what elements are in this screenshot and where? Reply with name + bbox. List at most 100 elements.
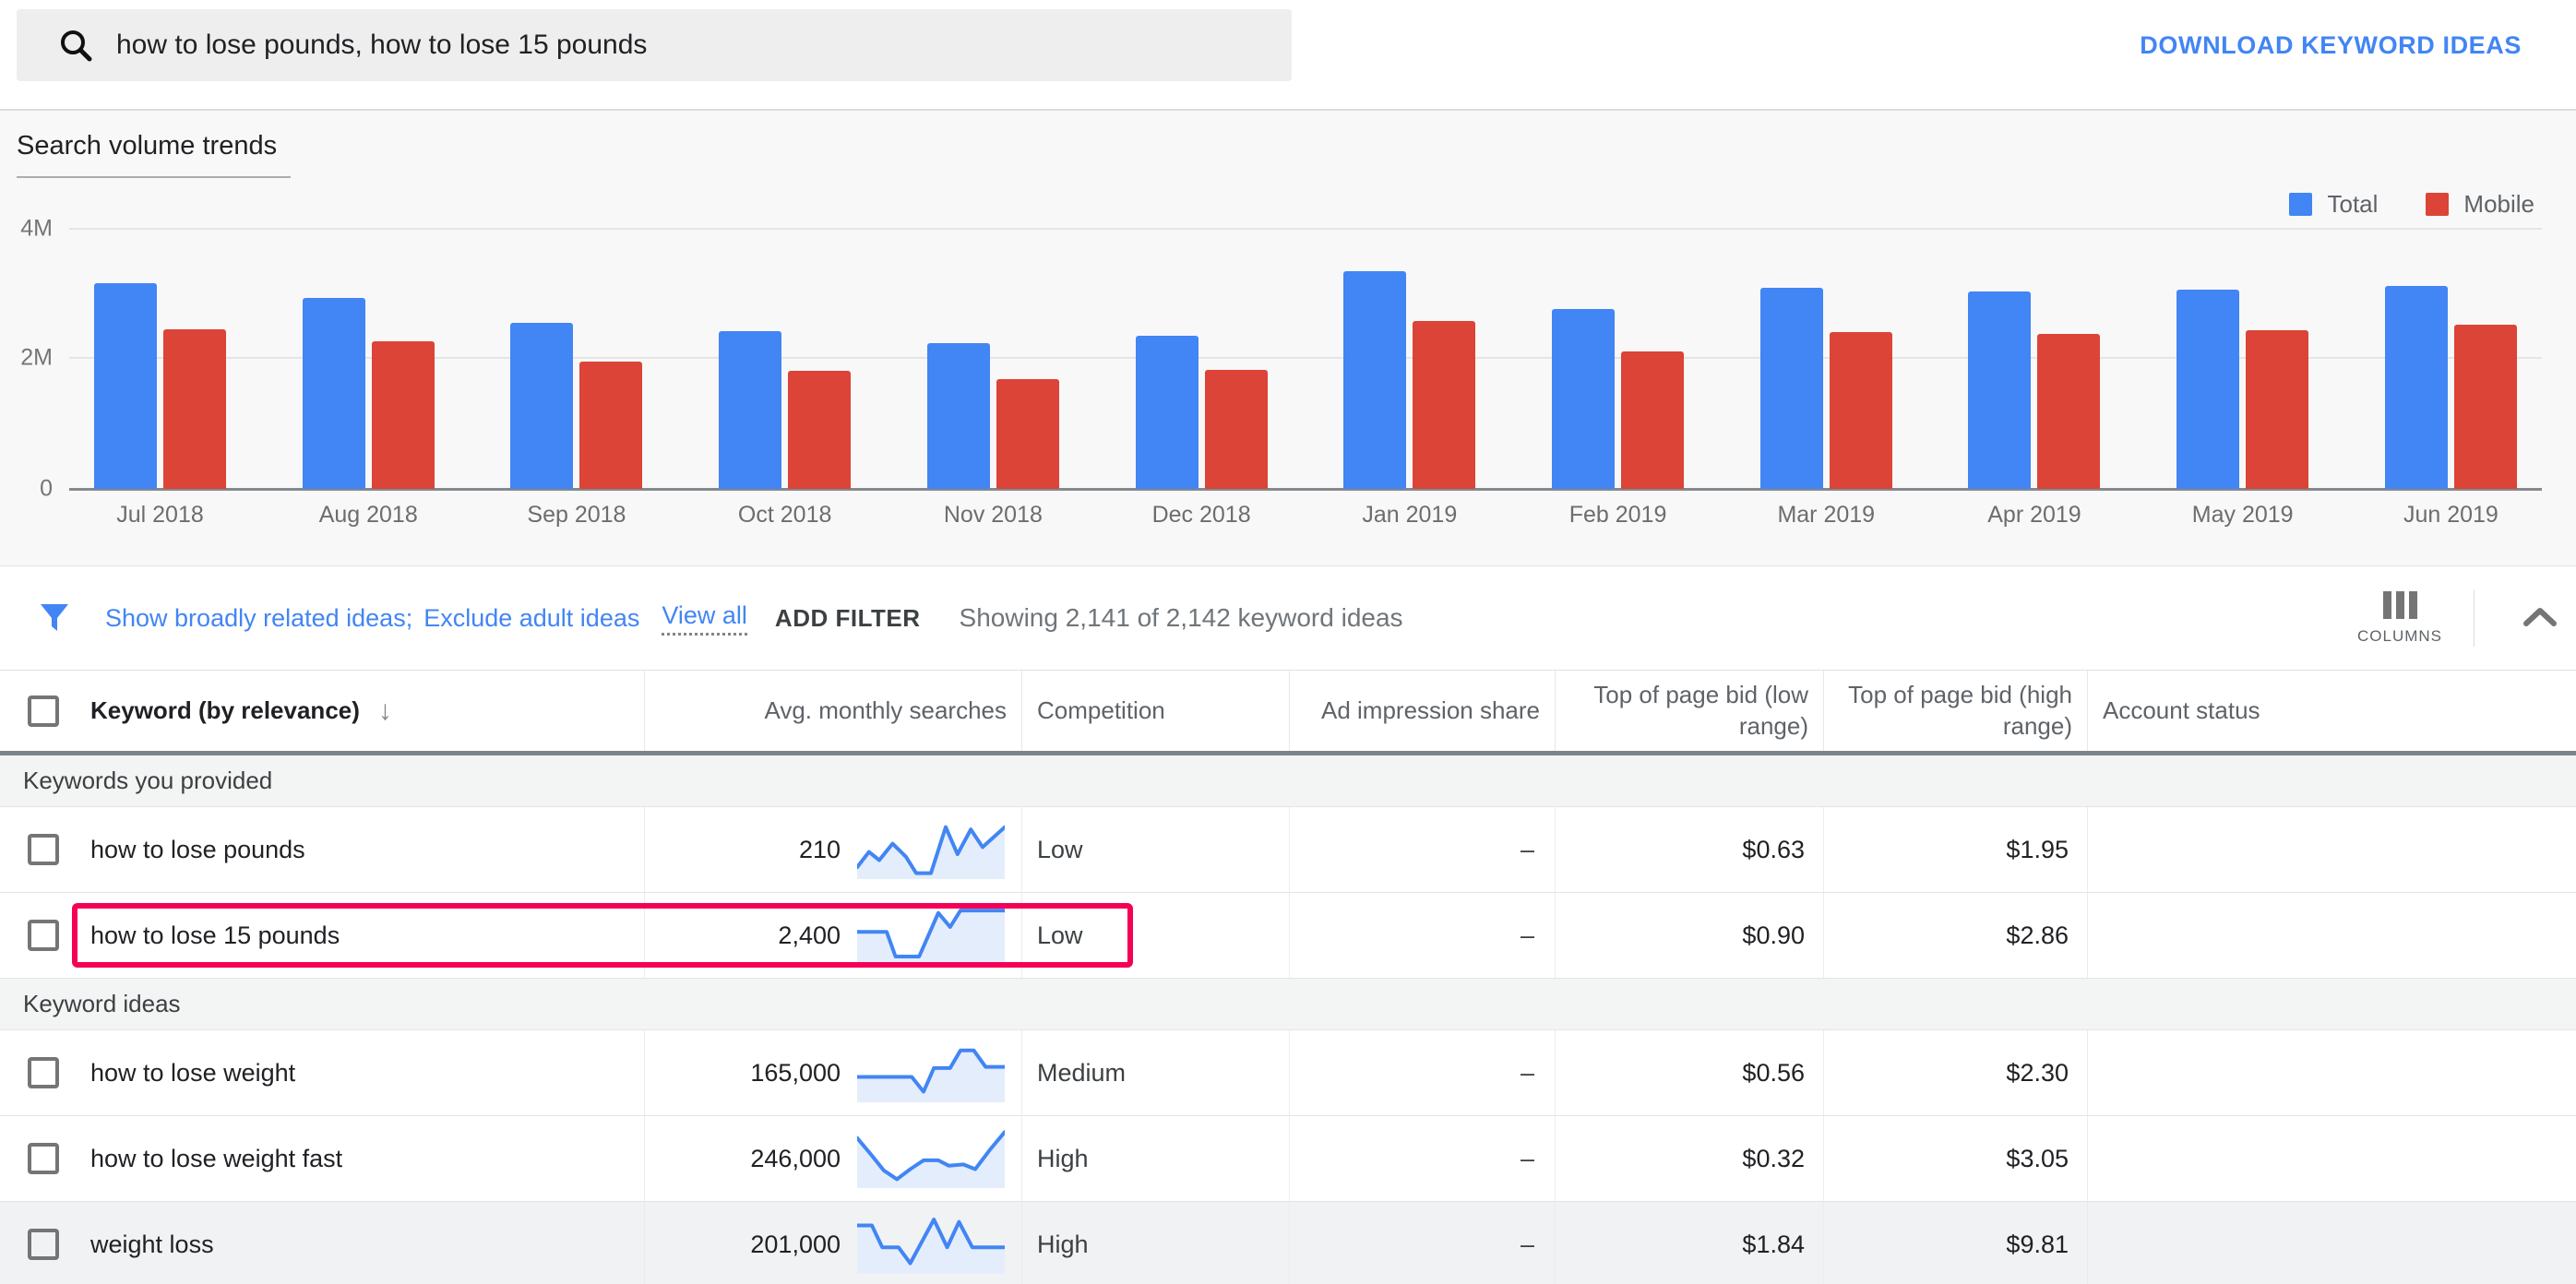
total-bar [719,331,781,489]
legend-item-total: Total [2289,190,2378,219]
competition-cell: High [1021,1202,1289,1284]
bar-group [1136,336,1268,489]
header-keyword[interactable]: Keyword (by relevance) ↓ [0,671,644,751]
vertical-divider [2474,589,2475,647]
top-of-page-bid-high-cell: $9.81 [1823,1202,2087,1284]
showing-count-text: Showing 2,141 of 2,142 keyword ideas [960,603,1403,633]
ad-impression-share-cell: – [1289,1030,1555,1115]
broadly-related-ideas-link[interactable]: Show broadly related ideas; [105,604,412,633]
header-ad-impression-share[interactable]: Ad impression share [1289,671,1555,751]
row-checkbox[interactable] [28,1057,59,1088]
competition-cell: High [1021,1116,1289,1201]
bar-group [1343,271,1475,489]
table-row: weight loss 201,000 High–$1.84$9.81 [0,1202,2576,1284]
x-axis-label: Apr 2019 [1968,502,2100,529]
header-top-of-page-bid-low[interactable]: Top of page bid (low range) [1555,671,1823,751]
bar-group [94,283,226,489]
top-of-page-bid-low-cell: $1.84 [1555,1202,1823,1284]
avg-monthly-searches-cell: 201,000 [644,1202,1021,1284]
legend-swatch [2426,193,2449,216]
search-value: how to lose pounds, how to lose 15 pound… [116,30,647,61]
mobile-bar [579,362,642,489]
chart-x-labels: Jul 2018Aug 2018Sep 2018Oct 2018Nov 2018… [69,502,2542,529]
legend-label: Mobile [2463,190,2534,219]
search-volume-trends-section: Search volume trends TotalMobile 4M 2M 0… [0,109,2576,566]
bar-group [2176,290,2308,489]
header-avg-monthly-searches[interactable]: Avg. monthly searches [644,671,1021,751]
sparkline-chart [857,1215,1005,1274]
row-checkbox[interactable] [28,1229,59,1260]
table-row: how to lose pounds210Low–$0.63$1.95 [0,807,2576,893]
download-keyword-ideas-button[interactable]: DOWNLOAD KEYWORD IDEAS [2140,31,2522,60]
total-bar [1760,288,1823,489]
row-checkbox[interactable] [28,1143,59,1174]
bar-group [719,331,851,489]
chart-bars [69,228,2542,489]
bar-group [1760,288,1892,489]
x-axis-label: Jul 2018 [94,502,226,529]
y-axis-tick: 2M [20,345,53,372]
columns-button[interactable]: COLUMNS [2355,591,2444,646]
header-account-status[interactable]: Account status [2087,671,2576,751]
competition-cell: Medium [1021,1030,1289,1115]
collapse-chart-button[interactable] [2517,601,2563,636]
total-bar [94,283,157,489]
row-checkbox[interactable] [28,834,59,865]
select-all-checkbox[interactable] [28,696,59,727]
bar-group [1552,309,1684,489]
columns-icon [2383,591,2417,619]
x-axis-label: Jan 2019 [1343,502,1475,529]
trends-label: Search volume trends [17,131,277,161]
sparkline-chart [857,906,1005,965]
top-of-page-bid-low-cell: $0.63 [1555,807,1823,892]
filter-icon [40,604,69,632]
columns-label: COLUMNS [2357,627,2442,646]
table-header-row: Keyword (by relevance) ↓ Avg. monthly se… [0,671,2576,755]
account-status-cell [2087,807,2576,892]
chart-legend: Total Mobile [2289,190,2534,219]
total-bar [1552,309,1615,489]
avg-searches-value: 201,000 [750,1230,841,1259]
row-checkbox[interactable] [28,920,59,951]
total-bar [2176,290,2239,489]
top-of-page-bid-low-cell: $0.90 [1555,893,1823,978]
section-header-row: Keywords you provided [0,755,2576,807]
ad-impression-share-cell: – [1289,1202,1555,1284]
ad-impression-share-cell: – [1289,1116,1555,1201]
competition-cell: Low [1021,807,1289,892]
y-axis-tick: 4M [20,216,53,243]
keyword-cell: how to lose weight [0,1030,644,1115]
search-volume-trends-dropdown[interactable]: Search volume trends [17,131,291,178]
account-status-cell [2087,893,2576,978]
keyword-label: how to lose weight [90,1059,295,1088]
sparkline-chart [857,1043,1005,1102]
view-all-link[interactable]: View all [662,601,747,636]
keyword-label: how to lose pounds [90,836,305,864]
top-bar: how to lose pounds, how to lose 15 pound… [0,0,2576,109]
keyword-cell: how to lose pounds [0,807,644,892]
keyword-label: how to lose 15 pounds [90,921,340,950]
account-status-cell [2087,1030,2576,1115]
add-filter-button[interactable]: ADD FILTER [775,604,921,633]
top-of-page-bid-low-cell: $0.56 [1555,1030,1823,1115]
x-axis-label: May 2019 [2176,502,2308,529]
account-status-cell [2087,1202,2576,1284]
search-input[interactable]: how to lose pounds, how to lose 15 pound… [17,9,1292,81]
table-body: Keywords you provided how to lose pounds 2… [0,755,2576,1284]
avg-searches-value: 210 [799,836,841,864]
keyword-label: weight loss [90,1230,214,1259]
total-bar [303,298,365,489]
header-competition[interactable]: Competition [1021,671,1289,751]
avg-searches-value: 246,000 [750,1145,841,1173]
mobile-bar [2246,330,2308,489]
keyword-cell: how to lose weight fast [0,1116,644,1201]
bar-group [927,343,1059,489]
ad-impression-share-cell: – [1289,893,1555,978]
exclude-adult-ideas-link[interactable]: Exclude adult ideas [423,604,639,633]
bar-group [303,298,435,489]
mobile-bar [1830,332,1892,489]
bar-group [510,323,642,489]
account-status-cell [2087,1116,2576,1201]
avg-searches-value: 165,000 [750,1059,841,1088]
header-top-of-page-bid-high[interactable]: Top of page bid (high range) [1823,671,2087,751]
